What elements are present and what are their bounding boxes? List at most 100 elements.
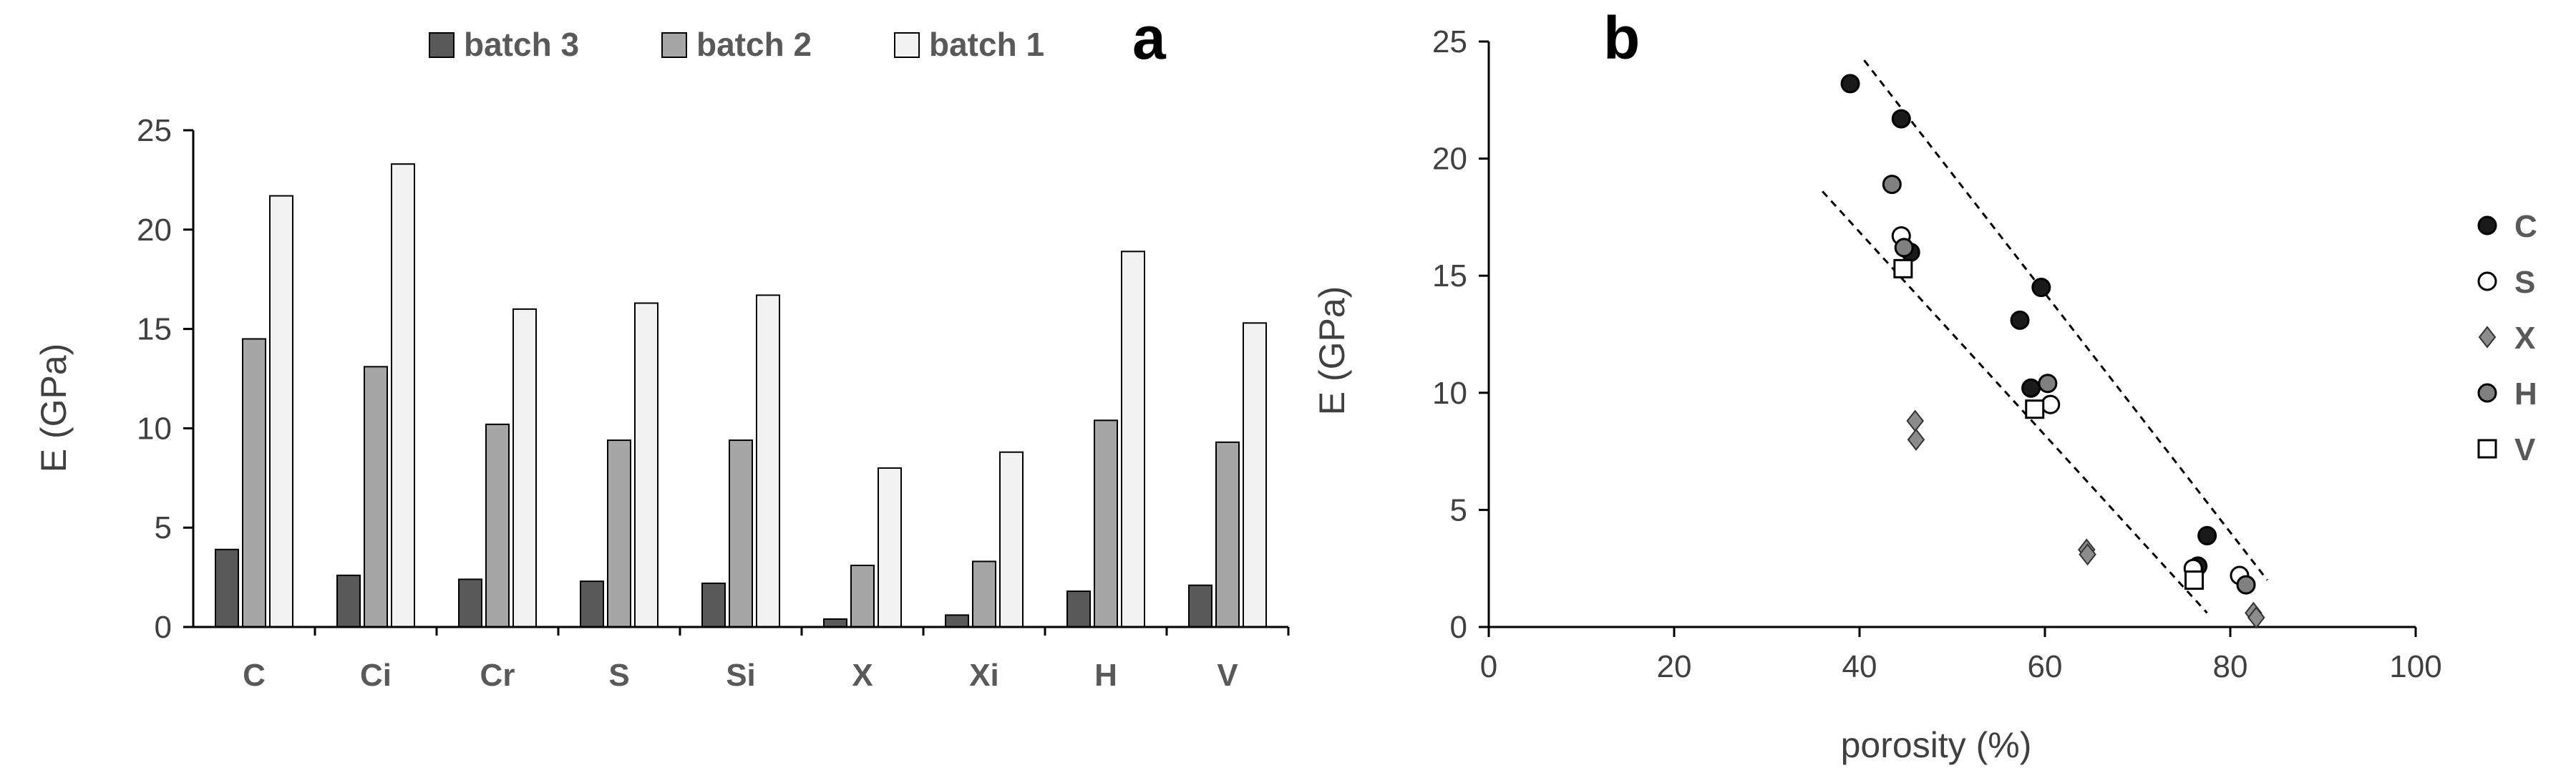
y-tick-label: 0 bbox=[1450, 610, 1467, 645]
point-series-X bbox=[1907, 428, 1925, 451]
legend-label: batch 3 bbox=[464, 26, 579, 63]
point-series-C bbox=[1840, 74, 1860, 94]
legend-label: S bbox=[2514, 265, 2535, 300]
y-tick-label: 5 bbox=[155, 510, 172, 545]
bar-batch-2-Si bbox=[729, 439, 753, 628]
scatter-axes bbox=[1487, 42, 2416, 628]
bar-batch-3-Cr bbox=[458, 578, 482, 628]
x-tick-label: 100 bbox=[2389, 649, 2441, 684]
y-tick-label: 20 bbox=[137, 213, 172, 248]
legend-swatch bbox=[894, 32, 920, 58]
bar-batch-3-H bbox=[1066, 590, 1091, 628]
bar-batch-2-V bbox=[1215, 441, 1240, 628]
point-series-C bbox=[1891, 109, 1911, 129]
bar-chart-panel-a: a batch 3 batch 2 batch 1 E (GPa) 0 5 10 15 20… bbox=[34, 4, 1290, 693]
legend-marker-X bbox=[2478, 326, 2497, 349]
bar-batch-1-X bbox=[878, 467, 902, 628]
point-series-C bbox=[2010, 310, 2030, 330]
point-series-X bbox=[2079, 543, 2096, 566]
bar-batch-2-Xi bbox=[972, 560, 996, 628]
bar-chart-x-ticks: C Ci Cr S Si X Xi H V bbox=[243, 627, 1290, 693]
point-series-C bbox=[2197, 525, 2217, 545]
legend-label: batch 2 bbox=[696, 26, 812, 63]
point-series-C bbox=[2031, 278, 2051, 298]
legend-label: batch 1 bbox=[929, 26, 1044, 63]
bar-chart-bars bbox=[215, 163, 1267, 628]
legend-marker-V bbox=[2477, 439, 2497, 459]
bar-batch-2-C bbox=[242, 338, 266, 628]
bar-batch-2-S bbox=[607, 439, 631, 628]
y-tick-label: 10 bbox=[137, 411, 172, 446]
bar-chart-legend: batch 3 batch 2 batch 1 bbox=[429, 26, 1044, 63]
point-series-V bbox=[2025, 399, 2045, 419]
y-tick-label: 10 bbox=[1432, 376, 1467, 411]
y-tick-label: 25 bbox=[137, 113, 172, 148]
dashed-trend-line bbox=[1822, 190, 2208, 614]
x-tick-label: 20 bbox=[1657, 649, 1692, 684]
bar-batch-1-Xi bbox=[999, 451, 1024, 628]
point-series-H bbox=[1894, 238, 1914, 258]
bar-batch-3-Xi bbox=[945, 614, 969, 628]
x-tick-label: S bbox=[608, 658, 629, 693]
x-tick-label: 80 bbox=[2213, 649, 2248, 684]
bar-batch-2-X bbox=[850, 564, 875, 628]
scatter-x-ticks: 0 20 40 60 80 100 bbox=[1480, 627, 2442, 684]
point-series-H bbox=[2038, 374, 2058, 394]
x-tick-label: Cr bbox=[480, 658, 515, 693]
point-series-H bbox=[1882, 175, 1902, 195]
bar-batch-1-Ci bbox=[391, 163, 415, 628]
y-tick-label: 20 bbox=[1432, 142, 1467, 177]
scatter-chart-panel-b: b E (GPa) porosity (%) 0 5 10 15 20 25 0 20 40 6… bbox=[1312, 4, 2537, 765]
x-tick-label: Si bbox=[726, 658, 756, 693]
point-series-V bbox=[1893, 258, 1913, 278]
legend-marker-S bbox=[2477, 271, 2497, 291]
bar-chart-y-ticks: 0 5 10 15 20 25 bbox=[137, 113, 193, 645]
bar-batch-1-C bbox=[269, 195, 293, 628]
scatter-x-axis-label: porosity (%) bbox=[1841, 725, 2032, 765]
legend-label: C bbox=[2514, 209, 2537, 244]
bar-batch-3-S bbox=[580, 580, 604, 628]
bar-batch-1-S bbox=[634, 302, 658, 628]
x-tick-label: 40 bbox=[1842, 649, 1877, 684]
x-tick-label: X bbox=[852, 658, 873, 693]
bar-batch-3-X bbox=[823, 618, 847, 628]
point-series-V bbox=[2184, 570, 2204, 590]
dashed-trend-line bbox=[1863, 59, 2268, 581]
legend-swatch bbox=[429, 32, 455, 58]
bar-batch-2-Cr bbox=[485, 423, 510, 628]
bar-batch-3-Si bbox=[701, 582, 726, 628]
x-tick-label: Xi bbox=[969, 658, 999, 693]
point-series-H bbox=[2236, 575, 2256, 595]
scatter-y-ticks: 0 5 10 15 20 25 bbox=[1432, 24, 1489, 645]
bar-batch-1-Cr bbox=[512, 308, 537, 628]
bar-batch-3-C bbox=[215, 548, 239, 628]
x-tick-label: 60 bbox=[2028, 649, 2063, 684]
scatter-points bbox=[1840, 74, 2265, 629]
bar-chart-y-axis-label: E (GPa) bbox=[34, 344, 74, 473]
scatter-trend-lines bbox=[1822, 59, 2268, 614]
point-series-S bbox=[2041, 394, 2061, 414]
x-tick-label: H bbox=[1094, 658, 1117, 693]
legend-label: H bbox=[2514, 376, 2537, 412]
x-tick-label: C bbox=[243, 658, 266, 693]
bar-batch-1-Si bbox=[756, 294, 780, 628]
legend-marker-C bbox=[2477, 215, 2497, 235]
y-tick-label: 5 bbox=[1450, 492, 1467, 528]
legend-marker-H bbox=[2477, 383, 2497, 403]
bar-batch-1-V bbox=[1243, 322, 1267, 628]
x-tick-label: V bbox=[1217, 658, 1238, 693]
bar-batch-3-Ci bbox=[336, 574, 361, 628]
bar-batch-2-Ci bbox=[364, 366, 388, 628]
point-series-X bbox=[1906, 409, 1924, 432]
legend-label: V bbox=[2514, 432, 2536, 467]
point-series-C bbox=[2021, 378, 2041, 398]
bar-batch-3-V bbox=[1188, 584, 1212, 628]
x-tick-label: Ci bbox=[360, 658, 392, 693]
bar-batch-1-H bbox=[1121, 251, 1145, 628]
bar-batch-2-H bbox=[1094, 419, 1118, 628]
legend-swatch bbox=[661, 32, 687, 58]
y-tick-label: 0 bbox=[155, 610, 172, 645]
bar-chart-axes bbox=[192, 130, 1288, 628]
